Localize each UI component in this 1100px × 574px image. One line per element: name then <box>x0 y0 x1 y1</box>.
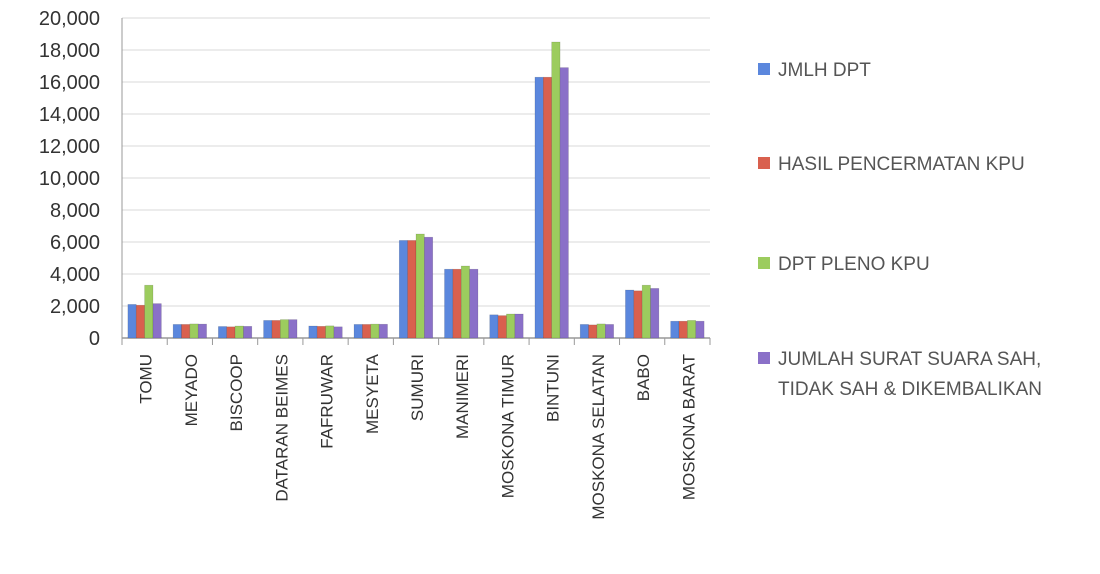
legend-swatch <box>758 157 770 169</box>
bar <box>460 265 470 339</box>
y-tick-label: 18,000 <box>39 40 100 62</box>
y-tick-label: 16,000 <box>39 72 100 94</box>
x-tick-label: MOSKONA TIMUR <box>498 354 517 498</box>
bar <box>370 323 380 339</box>
bar <box>641 284 651 339</box>
bar <box>514 313 524 339</box>
x-tick-label: DATARAN BEIMES <box>272 354 291 502</box>
legend-swatch <box>758 257 770 269</box>
bar <box>670 320 680 339</box>
y-tick-label: 0 <box>89 328 100 350</box>
bar <box>489 314 499 339</box>
bar <box>226 326 236 339</box>
x-tick-label: TOMU <box>137 354 156 404</box>
bar <box>604 324 614 339</box>
bar <box>534 76 544 339</box>
bar <box>497 315 507 339</box>
bar <box>353 324 363 339</box>
bar <box>579 324 589 339</box>
bar <box>325 325 335 339</box>
x-tick-label: BINTUNI <box>544 354 563 422</box>
bar <box>378 323 388 339</box>
bar <box>197 323 207 339</box>
legend-item-hasil-pencermatan-kpu: HASIL PENCERMATAN KPU <box>758 150 1098 180</box>
bar <box>633 290 643 339</box>
bar <box>398 240 408 339</box>
x-tick-label: MESYETA <box>363 353 382 434</box>
x-tick-label: SUMURI <box>408 354 427 421</box>
bar <box>218 326 228 339</box>
y-tick-label: 12,000 <box>39 136 100 158</box>
legend-item-jumlah-surat-suara: JUMLAH SURAT SUARA SAH, TIDAK SAH & DIKE… <box>758 345 1098 405</box>
bar <box>288 319 298 339</box>
legend-label: DPT PLENO KPU <box>778 254 930 275</box>
y-tick-label: 4,000 <box>50 264 100 286</box>
bar <box>172 324 182 339</box>
y-tick-label: 2,000 <box>50 296 100 318</box>
bar <box>181 324 191 339</box>
bar <box>687 320 697 339</box>
x-tick-label: MOSKONA BARAT <box>679 354 698 500</box>
legend-item-dpt-pleno-kpu: DPT PLENO KPU <box>758 250 1098 280</box>
y-tick-label: 10,000 <box>39 168 100 190</box>
bar <box>234 325 244 339</box>
bar <box>625 289 635 339</box>
bar <box>596 323 606 339</box>
legend-label: JUMLAH SURAT SUARA SAH, TIDAK SAH & DIKE… <box>778 349 1042 400</box>
bar <box>588 324 598 339</box>
legend-label: JMLH DPT <box>778 60 871 81</box>
bar <box>543 76 552 339</box>
y-tick-label: 8,000 <box>50 200 100 222</box>
legend: JMLH DPT HASIL PENCERMATAN KPU DPT PLENO… <box>758 0 1098 574</box>
bar-chart: 0 2,000 4,000 6,000 8,000 10,000 12,000 14,000 1… <box>39 8 711 520</box>
bar <box>362 324 372 339</box>
bar <box>152 303 162 339</box>
bar <box>189 323 199 339</box>
x-tick-label: MOSKONA SELATAN <box>589 354 608 520</box>
y-tick-label: 20,000 <box>39 8 100 30</box>
bar <box>452 268 462 339</box>
bar <box>415 233 425 339</box>
bar <box>407 240 417 339</box>
legend-item-jmlh-dpt: JMLH DPT <box>758 56 1098 86</box>
legend-swatch <box>758 63 770 75</box>
x-tick-label: MANIMERI <box>453 354 472 439</box>
bar <box>650 288 660 339</box>
bar <box>678 320 688 339</box>
bar <box>333 326 343 339</box>
bar <box>144 284 154 339</box>
y-tick-label: 6,000 <box>50 232 100 254</box>
x-tick-label: FAFRUWAR <box>318 354 337 449</box>
bar <box>280 319 289 339</box>
bar <box>551 41 561 339</box>
bar <box>316 326 326 339</box>
legend-label: HASIL PENCERMATAN KPU <box>778 154 1025 175</box>
x-tick-label: BABO <box>634 354 653 401</box>
x-tick-label: MEYADO <box>182 354 201 426</box>
y-tick-label: 14,000 <box>39 104 100 126</box>
bar <box>127 304 137 339</box>
bar <box>469 268 479 339</box>
bar <box>271 320 281 339</box>
bar <box>424 236 434 339</box>
bar <box>695 320 705 339</box>
bar <box>243 326 253 339</box>
bar <box>135 304 145 339</box>
bar <box>506 313 516 339</box>
bar <box>308 325 318 339</box>
bar <box>444 268 454 339</box>
x-tick-label: BISCOOP <box>227 354 246 431</box>
bar <box>263 320 273 339</box>
bar <box>559 67 569 339</box>
legend-swatch <box>758 352 770 364</box>
